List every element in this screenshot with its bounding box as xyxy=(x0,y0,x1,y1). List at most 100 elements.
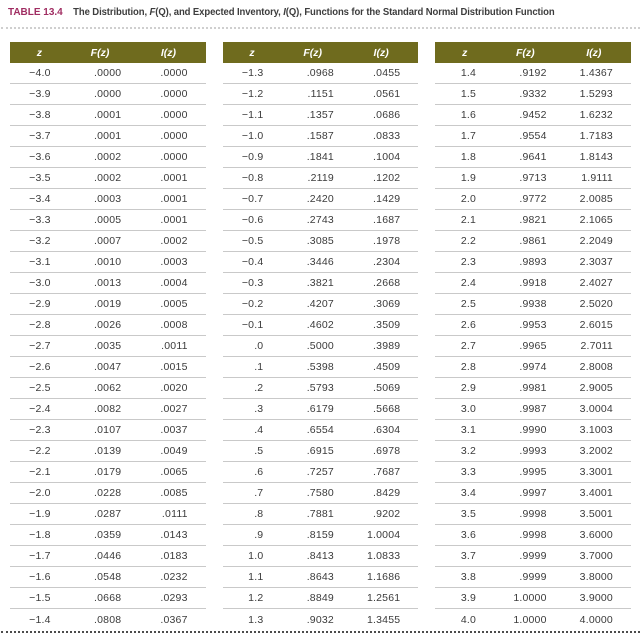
iz-cell: 1.0833 xyxy=(366,550,401,562)
iz-cell: .0003 xyxy=(160,256,188,268)
z-cell: −2.1 xyxy=(29,466,51,478)
iz-cell: .0455 xyxy=(373,67,401,79)
z-cell: −3.5 xyxy=(29,172,51,184)
z-cell: −1.0 xyxy=(241,130,264,142)
iz-cell: 1.6232 xyxy=(579,109,613,121)
table-row: 2.1 .9821 2.1065 xyxy=(435,210,632,231)
iz-cell: .0008 xyxy=(160,319,188,331)
fz-cell: .9981 xyxy=(519,382,547,394)
table-caption: TABLE 13.4 The Distribution, F(Q), and Ex… xyxy=(8,6,555,18)
iz-cell: .0005 xyxy=(160,298,188,310)
fz-cell: .0139 xyxy=(94,445,122,457)
iz-cell: 1.4367 xyxy=(579,67,613,79)
iz-cell: .9202 xyxy=(373,508,401,520)
iz-cell: 2.0085 xyxy=(579,193,613,205)
iz-cell: .0833 xyxy=(373,130,401,142)
table-row: −0.8 .2119 .1202 xyxy=(222,168,419,189)
fz-cell: .8159 xyxy=(306,529,334,541)
fz-cell: .0808 xyxy=(94,613,122,626)
z-cell: −3.6 xyxy=(29,151,51,163)
z-cell: 1.0 xyxy=(248,550,264,562)
table-row: 2.5 .9938 2.5020 xyxy=(435,294,632,315)
table-header-row: z F(z) I(z) xyxy=(222,42,419,63)
iz-cell: .1202 xyxy=(373,172,401,184)
table-row: −3.5 .0002 .0001 xyxy=(10,168,206,189)
z-cell: 3.3 xyxy=(460,466,477,478)
table-row: −2.2 .0139 .0049 xyxy=(10,441,206,462)
table-row: −0.1 .4602 .3509 xyxy=(222,315,419,336)
table-row: −2.9 .0019 .0005 xyxy=(10,294,206,315)
iz-cell: .1004 xyxy=(373,151,401,163)
table-row: −1.7 .0446 .0183 xyxy=(10,546,206,567)
z-cell: 3.2 xyxy=(460,445,477,457)
table-row: −1.8 .0359 .0143 xyxy=(10,525,206,546)
iz-cell: .7687 xyxy=(373,466,401,478)
table-row: .7 .7580 .8429 xyxy=(222,483,419,504)
table-row: 2.6 .9953 2.6015 xyxy=(435,315,632,336)
z-cell: 1.8 xyxy=(460,151,477,163)
iz-cell: 1.5293 xyxy=(579,88,613,100)
iz-cell: .0232 xyxy=(160,571,188,583)
fz-cell: .0359 xyxy=(94,529,122,541)
z-cell: −0.8 xyxy=(241,172,264,184)
z-cell: −2.2 xyxy=(29,445,51,457)
z-cell: −3.7 xyxy=(29,130,51,142)
fz-cell: .0179 xyxy=(94,466,122,478)
table-row: 1.8 .9641 1.8143 xyxy=(435,147,632,168)
table-row: 3.9 1.0000 3.9000 xyxy=(435,588,632,609)
table-header-row: z F(z) I(z) xyxy=(10,42,206,63)
z-table-negative-range: z F(z) I(z) −4.0.0000.0000 −3.9.0000.0000 −3.… xyxy=(10,42,206,630)
table-row: −1.2 .1151 .0561 xyxy=(222,84,419,105)
fz-cell: .9995 xyxy=(519,466,547,478)
z-cell: .1 xyxy=(254,361,264,373)
fz-cell: .9938 xyxy=(519,298,547,310)
table-row: −1.0 .1587 .0833 xyxy=(222,126,419,147)
fz-cell: .4207 xyxy=(306,298,334,310)
iz-cell: .0000 xyxy=(160,88,188,100)
z-cell: .8 xyxy=(254,508,264,520)
z-cell: −0.9 xyxy=(241,151,264,163)
iz-cell: .0037 xyxy=(160,424,188,436)
fz-cell: .0287 xyxy=(94,508,122,520)
table-row: −0.9 .1841 .1004 xyxy=(222,147,419,168)
iz-cell: .0027 xyxy=(160,403,188,415)
iz-cell: 1.7183 xyxy=(579,130,613,142)
z-cell: −0.5 xyxy=(241,235,264,247)
fz-cell: .4602 xyxy=(306,319,334,331)
z-cell: −1.9 xyxy=(29,508,51,520)
fz-cell: .0668 xyxy=(94,592,122,604)
fz-cell: .0082 xyxy=(94,403,122,415)
z-cell: −3.4 xyxy=(29,193,51,205)
z-cell: −1.4 xyxy=(29,613,51,626)
fz-cell: .9032 xyxy=(306,613,334,626)
fz-cell: .0000 xyxy=(94,67,122,79)
table-row: −0.7 .2420 .1429 xyxy=(222,189,419,210)
z-cell: −2.4 xyxy=(29,403,51,415)
z-cell: −3.8 xyxy=(29,109,51,121)
z-cell: 1.5 xyxy=(460,88,477,100)
fz-cell: .7257 xyxy=(306,466,334,478)
table-row: −0.2 .4207 .3069 xyxy=(222,294,419,315)
title-segment: The Distribution, xyxy=(73,7,150,18)
fz-cell: .1357 xyxy=(306,109,334,121)
iz-cell: .0020 xyxy=(160,382,188,394)
z-cell: −1.8 xyxy=(29,529,51,541)
z-cell: 2.4 xyxy=(460,277,477,289)
iz-cell: .1978 xyxy=(373,235,401,247)
z-cell: .3 xyxy=(254,403,264,415)
table-row: 3.0 .9987 3.0004 xyxy=(435,399,632,420)
iz-cell: 1.2561 xyxy=(366,592,401,604)
z-cell: −0.7 xyxy=(241,193,264,205)
z-cell: −2.7 xyxy=(29,340,51,352)
z-cell: −0.2 xyxy=(241,298,264,310)
fz-cell: .8849 xyxy=(306,592,334,604)
table-row: −2.7 .0035 .0011 xyxy=(10,336,206,357)
iz-cell: .0015 xyxy=(160,361,188,373)
fz-cell: .9332 xyxy=(519,88,547,100)
fz-cell: .0010 xyxy=(94,256,122,268)
iz-cell: .0049 xyxy=(160,445,188,457)
table-row: −1.1 .1357 .0686 xyxy=(222,105,419,126)
iz-cell: 1.8143 xyxy=(579,151,613,163)
z-cell: −4.0 xyxy=(29,67,51,79)
